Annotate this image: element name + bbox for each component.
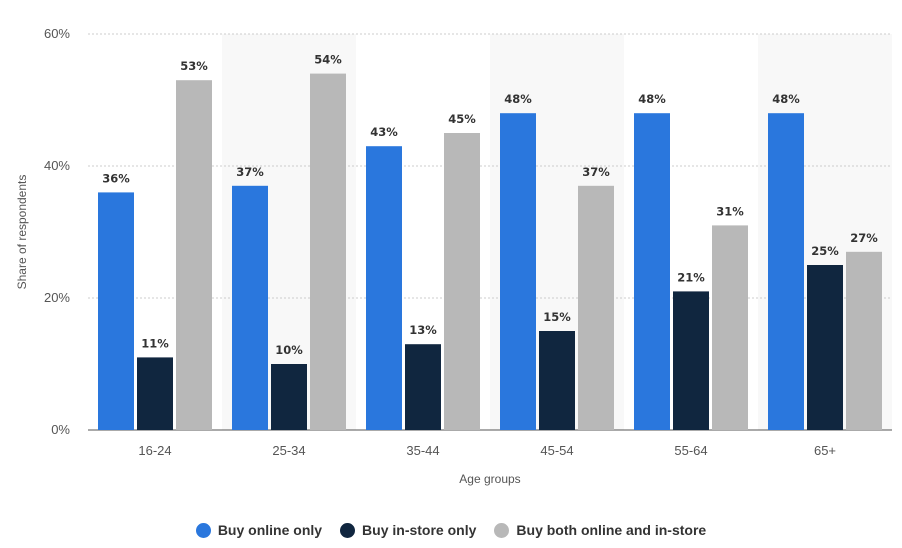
bar[interactable] — [98, 192, 134, 430]
data-label: 15% — [543, 310, 571, 324]
x-tick-label: 65+ — [814, 443, 836, 458]
bar[interactable] — [405, 344, 441, 430]
data-label: 45% — [448, 112, 476, 126]
bar[interactable] — [500, 113, 536, 430]
data-label: 48% — [504, 92, 532, 106]
data-label: 31% — [716, 204, 744, 218]
data-label: 37% — [582, 165, 610, 179]
bar[interactable] — [634, 113, 670, 430]
bar[interactable] — [578, 185, 614, 430]
x-tick-label: 35-44 — [406, 443, 439, 458]
legend-label: Buy in-store only — [362, 522, 477, 538]
data-label: 43% — [370, 125, 398, 139]
data-label: 36% — [102, 171, 130, 185]
bar[interactable] — [712, 225, 748, 430]
y-tick-label: 20% — [44, 290, 70, 305]
bar-chart: 0% 20% 40% 60% 36% 11% 53% 37% 10% 54% 43% 13% 45% 4… — [15, 26, 892, 486]
bar[interactable] — [768, 113, 804, 430]
bar[interactable] — [176, 80, 212, 430]
data-label: 13% — [409, 323, 437, 337]
data-label: 10% — [275, 343, 303, 357]
x-tick-label: 45-54 — [540, 443, 573, 458]
y-tick-label: 0% — [51, 422, 70, 437]
bar[interactable] — [673, 291, 709, 430]
data-label: 53% — [180, 59, 208, 73]
legend: Buy online only Buy in-store only Buy both… — [0, 522, 902, 538]
bar[interactable] — [310, 73, 346, 430]
bar[interactable] — [539, 331, 575, 430]
data-label: 27% — [850, 231, 878, 245]
bar[interactable] — [137, 357, 173, 430]
legend-label: Buy both online and in-store — [516, 522, 707, 538]
data-label: 37% — [236, 165, 264, 179]
legend-label: Buy online only — [217, 522, 323, 538]
legend-item[interactable]: Buy online only — [195, 522, 323, 538]
bar[interactable] — [807, 265, 843, 430]
y-tick-label: 40% — [44, 158, 70, 173]
bar[interactable] — [232, 185, 268, 430]
y-axis-title: Share of respondents — [15, 175, 29, 290]
x-tick-label: 55-64 — [674, 443, 707, 458]
legend-item[interactable]: Buy both online and in-store — [494, 522, 706, 538]
legend-marker — [340, 522, 356, 538]
bar[interactable] — [366, 146, 402, 430]
legend-marker — [195, 522, 211, 538]
bar[interactable] — [846, 251, 882, 430]
bar[interactable] — [444, 133, 480, 430]
x-axis-title: Age groups — [459, 472, 520, 486]
data-label: 25% — [811, 244, 839, 258]
bar[interactable] — [271, 364, 307, 430]
y-tick-label: 60% — [44, 26, 70, 41]
legend-item[interactable]: Buy in-store only — [340, 522, 476, 538]
data-label: 21% — [677, 270, 705, 284]
x-tick-label: 25-34 — [272, 443, 305, 458]
data-label: 48% — [772, 92, 800, 106]
legend-marker — [494, 522, 510, 538]
data-label: 48% — [638, 92, 666, 106]
data-label: 54% — [314, 53, 342, 67]
data-label: 11% — [141, 336, 169, 350]
x-tick-label: 16-24 — [138, 443, 171, 458]
